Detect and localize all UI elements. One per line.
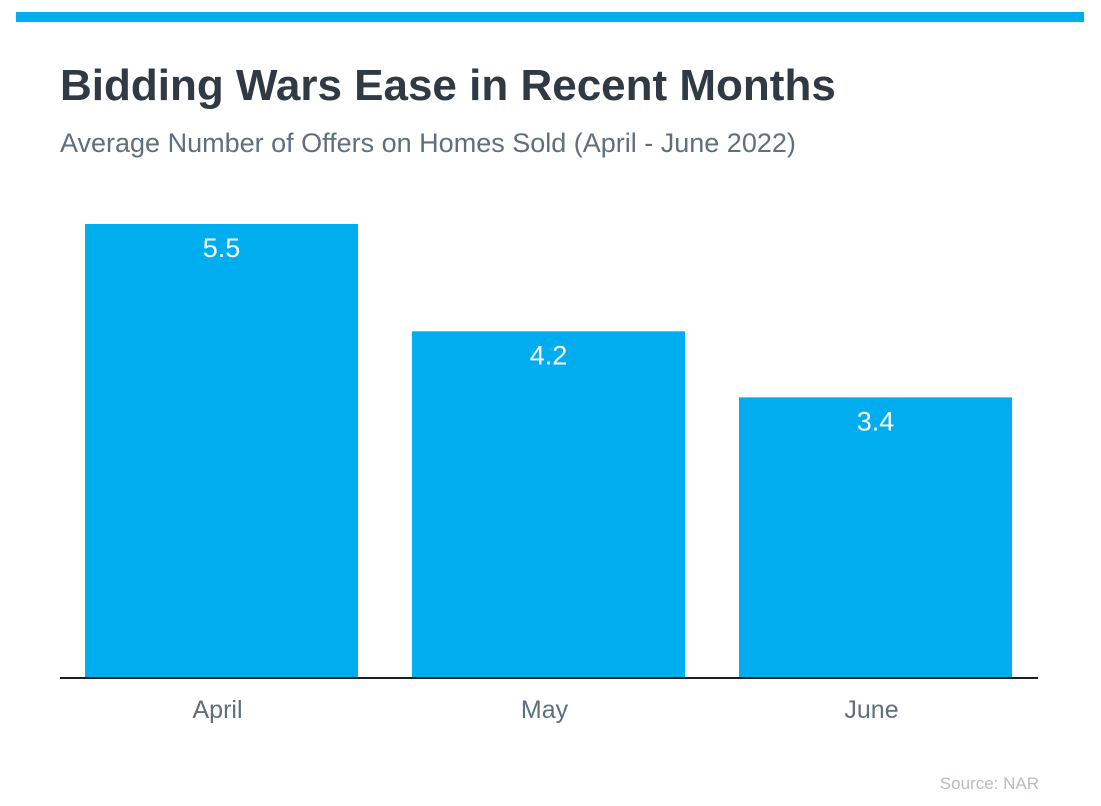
chart-title: Bidding Wars Ease in Recent Months: [60, 61, 836, 110]
x-tick-label-june: June: [844, 696, 898, 724]
source-note: Source: NAR: [939, 774, 1039, 793]
bars-group: [85, 224, 1012, 678]
x-tick-labels-group: April May June: [192, 696, 898, 724]
chart-subtitle: Average Number of Offers on Homes Sold (…: [60, 128, 796, 158]
bar-may: [412, 331, 685, 678]
x-tick-label-may: May: [521, 696, 569, 724]
value-label-april: 5.5: [203, 233, 241, 263]
bar-june: [739, 397, 1012, 678]
value-label-may: 4.2: [530, 340, 568, 370]
top-accent-rule: [16, 12, 1084, 22]
bar-april: [85, 224, 358, 678]
x-tick-label-april: April: [192, 696, 242, 724]
value-labels-group: 5.5 4.2 3.4: [203, 233, 895, 436]
value-label-june: 3.4: [857, 406, 895, 436]
